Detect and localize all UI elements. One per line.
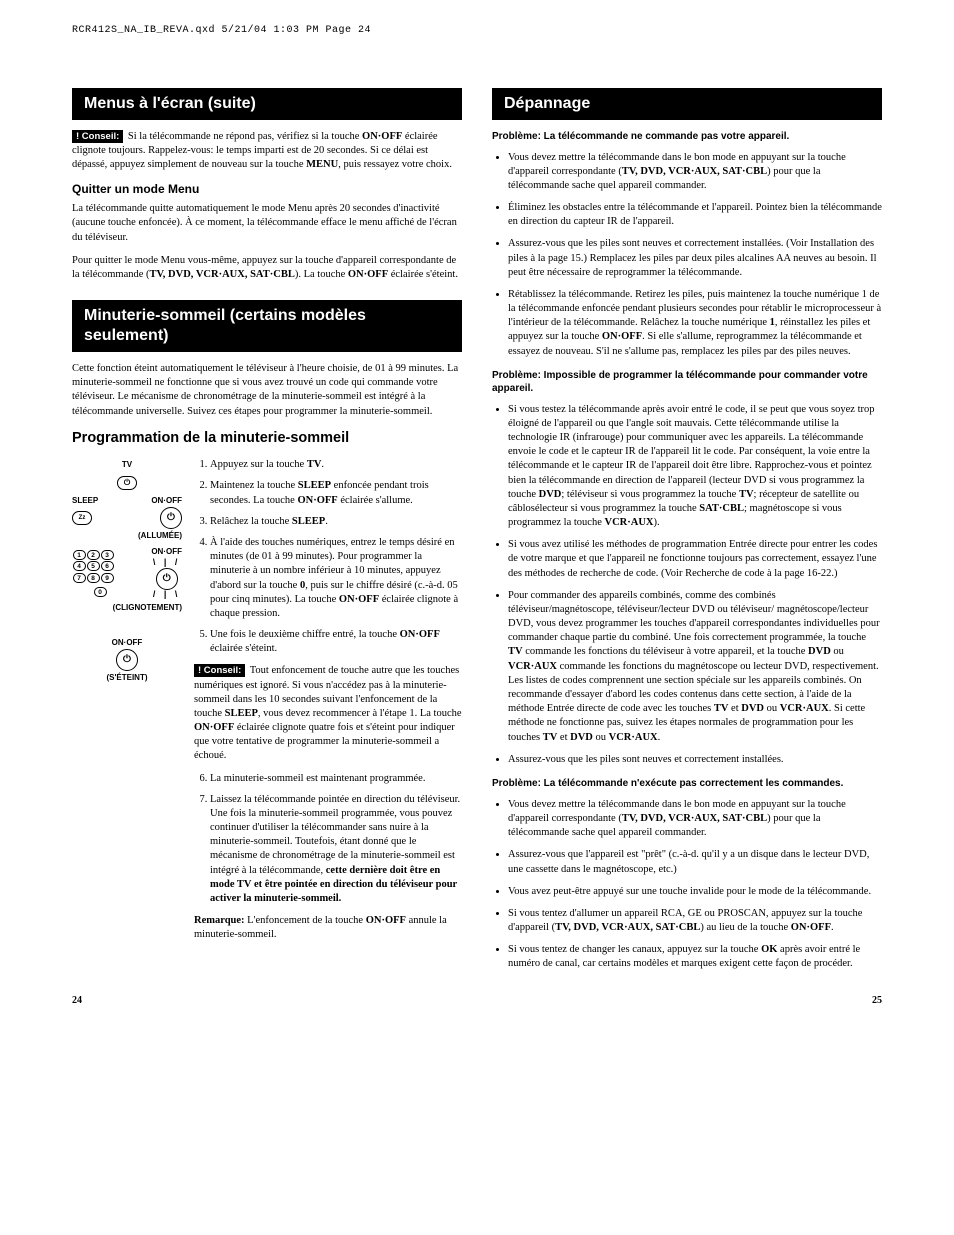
- para-sleep-intro: Cette fonction éteint automatiquement le…: [72, 362, 462, 419]
- problem-3-heading: Problème: La télécommande n'exécute pas …: [492, 777, 882, 790]
- subheading-programming: Programmation de la minuterie-sommeil: [72, 429, 462, 449]
- power-button-icon-3: ⏻: [116, 649, 138, 671]
- power-button-icon-1: ⏻: [160, 507, 182, 529]
- tip-paragraph-1: ! Conseil: Si la télécommande ne répond …: [72, 130, 462, 173]
- list-item: Si vous tentez d'allumer un appareil RCA…: [508, 907, 882, 935]
- list-item: Si vous tentez de changer les canaux, ap…: [508, 943, 882, 971]
- right-column: Dépannage Problème: La télécommande ne c…: [492, 88, 882, 982]
- problem-3-list: Vous devez mettre la télécommande dans l…: [492, 798, 882, 972]
- left-column: Menus à l'écran (suite) ! Conseil: Si la…: [72, 88, 462, 982]
- dia-clignote: (CLIGNOTEMENT): [72, 603, 182, 614]
- list-item: Assurez-vous que l'appareil est "prêt" (…: [508, 848, 882, 876]
- step-4: À l'aide des touches numériques, entrez …: [210, 536, 462, 621]
- dia-onoff-label-1: ON·OFF: [151, 496, 182, 507]
- remark-label: Remarque:: [194, 915, 245, 926]
- section-bar-sleep: Minuterie-sommeil (certains modèles seul…: [72, 300, 462, 352]
- list-item: Assurez-vous que les piles sont neuves e…: [508, 237, 882, 280]
- list-item: Assurez-vous que les piles sont neuves e…: [508, 753, 882, 767]
- problem-1-heading: Problème: La télécommande ne commande pa…: [492, 130, 882, 143]
- rays-icon-2: / | \: [153, 589, 181, 599]
- dia-onoff-label-3: ON·OFF: [72, 638, 182, 649]
- problem-1-list: Vous devez mettre la télécommande dans l…: [492, 151, 882, 359]
- file-header: RCR412S_NA_IB_REVA.qxd 5/21/04 1:03 PM P…: [72, 24, 882, 38]
- dia-sleep-label: SLEEP: [72, 496, 98, 507]
- page-footer: 24 25: [72, 994, 882, 1008]
- subheading-quit-menu: Quitter un mode Menu: [72, 181, 462, 197]
- power-button-icon-2: ⏻: [156, 568, 178, 590]
- page-columns: Menus à l'écran (suite) ! Conseil: Si la…: [72, 88, 882, 982]
- list-item: Pour commander des appareils combinés, c…: [508, 589, 882, 745]
- list-item: Vous avez peut-être appuyé sur une touch…: [508, 885, 882, 899]
- numpad-icon: 123 456 789 0: [72, 550, 114, 599]
- tip-text-1: Si la télécommande ne répond pas, vérifi…: [72, 131, 452, 170]
- dia-allumee: (ALLUMÉE): [72, 531, 182, 542]
- step-2: Maintenez la touche SLEEP enfoncée penda…: [210, 479, 462, 507]
- steps-list: Appuyez sur la touche TV. Maintenez la t…: [194, 458, 462, 951]
- problem-2-list: Si vous testez la télécommande après avo…: [492, 403, 882, 767]
- sleep-button-icon: Zz: [72, 511, 92, 525]
- programming-row: TV ⏻ SLEEP ON·OFF Zz ⏻ (ALLUMÉE) 123 456…: [72, 458, 462, 951]
- step-7: Laissez la télécommande pointée en direc…: [210, 793, 462, 906]
- list-item: Si vous testez la télécommande après avo…: [508, 403, 882, 531]
- tip-text-2: Tout enfoncement de touche autre que les…: [194, 665, 462, 761]
- rays-icon: \ | /: [153, 557, 181, 567]
- list-item: Si vous avez utilisé les méthodes de pro…: [508, 538, 882, 581]
- dia-onoff-label-2: ON·OFF: [151, 547, 182, 556]
- step-3: Relâchez la touche SLEEP.: [210, 515, 462, 529]
- remote-diagram: TV ⏻ SLEEP ON·OFF Zz ⏻ (ALLUMÉE) 123 456…: [72, 458, 182, 688]
- remark: Remarque: L'enfoncement de la touche ON·…: [194, 914, 462, 942]
- diagram-off: ON·OFF ⏻ (S'ÉTEINT): [72, 638, 182, 684]
- section-bar-menus: Menus à l'écran (suite): [72, 88, 462, 120]
- list-item: Rétablissez la télécommande. Retirez les…: [508, 288, 882, 359]
- list-item: Éliminez les obstacles entre la télécomm…: [508, 201, 882, 229]
- tv-button-icon: ⏻: [117, 476, 137, 490]
- page-number-right: 25: [872, 994, 882, 1008]
- problem-2-heading: Problème: Impossible de programmer la té…: [492, 369, 882, 395]
- tip-badge-2: ! Conseil:: [194, 664, 245, 677]
- tip-paragraph-2: ! Conseil: Tout enfoncement de touche au…: [194, 664, 462, 763]
- step-5: Une fois le deuxième chiffre entré, la t…: [210, 628, 462, 656]
- list-item: Vous devez mettre la télécommande dans l…: [508, 151, 882, 194]
- tip-badge: ! Conseil:: [72, 130, 123, 143]
- dia-seteint: (S'ÉTEINT): [72, 673, 182, 684]
- list-item: Vous devez mettre la télécommande dans l…: [508, 798, 882, 841]
- dia-tv-label: TV: [72, 460, 182, 471]
- page-number-left: 24: [72, 994, 82, 1008]
- para-quit-2: Pour quitter le mode Menu vous-même, app…: [72, 254, 462, 282]
- step-6: La minuterie-sommeil est maintenant prog…: [210, 772, 462, 786]
- section-bar-depannage: Dépannage: [492, 88, 882, 120]
- para-quit-1: La télécommande quitte automatiquement l…: [72, 202, 462, 245]
- step-1: Appuyez sur la touche TV.: [210, 458, 462, 472]
